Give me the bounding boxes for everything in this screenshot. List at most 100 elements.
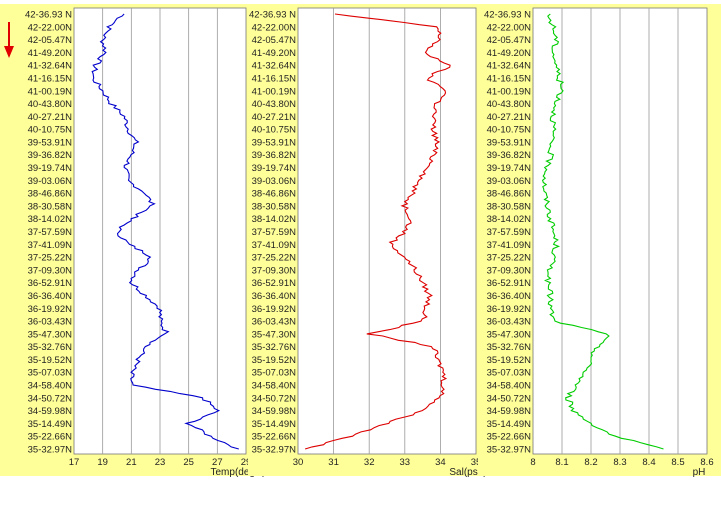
latitude-label: 37-09.30N	[28, 265, 73, 276]
latitude-label: 42-36.93 N	[25, 10, 72, 21]
latitude-label: 39-53.91N	[28, 137, 73, 148]
latitude-label: 39-03.06N	[28, 176, 73, 187]
latitude-label: 35-22.66N	[252, 432, 297, 443]
latitude-label: 35-32.76N	[252, 342, 297, 353]
latitude-label: 35-32.97N	[28, 445, 73, 456]
latitude-label: 42-36.93 N	[484, 10, 531, 21]
latitude-label: 35-19.52N	[28, 355, 73, 366]
x-tick-label: 19	[97, 457, 108, 468]
x-tick-label: 29	[241, 457, 252, 468]
latitude-label: 41-49.20N	[252, 48, 297, 59]
latitude-label: 38-46.86N	[252, 189, 297, 200]
x-axis-label: Sal(psu)	[449, 467, 486, 478]
latitude-label: 36-52.91N	[28, 278, 73, 289]
latitude-label: 40-10.75N	[487, 125, 532, 136]
latitude-label: 35-19.52N	[252, 355, 297, 366]
latitude-label: 41-32.64N	[487, 61, 532, 72]
latitude-label: 39-36.82N	[252, 150, 297, 161]
x-tick-label: 31	[328, 457, 339, 468]
latitude-label: 36-19.92N	[487, 304, 532, 315]
x-tick-label: 27	[212, 457, 223, 468]
series-line	[304, 13, 451, 450]
x-tick-label: 8	[530, 457, 535, 468]
panels: 17 19 21 23 25 27 29 42-36.93 N 42-22.00N 42-05.4…	[0, 4, 721, 478]
latitude-label: 38-46.86N	[487, 189, 532, 200]
x-tick-label: 35	[471, 457, 482, 468]
x-tick-label: 8.5	[671, 457, 684, 468]
latitude-label: 35-14.49N	[487, 419, 532, 430]
latitude-label: 35-32.97N	[487, 445, 532, 456]
latitude-label: 37-57.59N	[28, 227, 73, 238]
chart-panel-2: 30 31 32 33 34 35 42-36.93 N42-22.00N 42-05.47N…	[248, 4, 487, 478]
latitude-label: 35-19.52N	[487, 355, 532, 366]
latitude-label: 41-49.20N	[28, 48, 73, 59]
latitude-label: 37-25.22N	[28, 253, 73, 264]
series-line	[541, 13, 664, 450]
latitude-label: 36-36.40N	[487, 291, 532, 302]
direction-arrow	[4, 22, 14, 58]
latitude-label: 41-00.19N	[252, 86, 297, 97]
latitude-label: 35-32.76N	[487, 342, 532, 353]
latitude-label: 41-00.19N	[487, 86, 532, 97]
latitude-label: 42-05.47N	[487, 35, 532, 46]
latitude-label: 37-57.59N	[252, 227, 297, 238]
latitude-label: 39-53.91N	[487, 137, 532, 148]
x-tick-label: 25	[183, 457, 194, 468]
series-line	[91, 13, 239, 450]
latitude-label: 36-36.40N	[252, 291, 297, 302]
latitude-label: 41-16.15N	[28, 73, 73, 84]
latitude-label: 34-58.40N	[28, 381, 73, 392]
latitude-label: 40-27.21N	[28, 112, 73, 123]
latitude-label: 35-32.97N	[252, 445, 297, 456]
latitude-label: 36-36.40N	[28, 291, 73, 302]
latitude-label: 41-32.64N	[252, 61, 297, 72]
latitude-label: 42-22.00N	[252, 22, 297, 33]
latitude-label: 38-14.02N	[28, 214, 73, 225]
latitude-label: 34-59.98N	[487, 406, 532, 417]
latitude-label: 35-22.66N	[487, 432, 532, 443]
x-tick-label: 33	[400, 457, 411, 468]
x-tick-label: 8.4	[642, 457, 655, 468]
latitude-label: 39-53.91N	[252, 137, 297, 148]
latitude-label: 40-27.21N	[487, 112, 532, 123]
chart-panel-1: 17 19 21 23 25 27 29 42-36.93 N42-22.00N 42-05.4…	[0, 4, 266, 478]
x-tick-label: 30	[293, 457, 304, 468]
x-tick-label: 17	[69, 457, 80, 468]
latitude-label: 34-50.72N	[28, 393, 73, 404]
latitude-label: 35-07.03N	[487, 368, 532, 379]
latitude-label: 36-03.43N	[252, 317, 297, 328]
latitude-label: 38-30.58N	[487, 201, 532, 212]
latitude-label: 38-46.86N	[28, 189, 73, 200]
latitude-label: 35-47.30N	[252, 329, 297, 340]
x-tick-label: 21	[126, 457, 137, 468]
latitude-label: 35-47.30N	[487, 329, 532, 340]
latitude-label: 39-03.06N	[252, 176, 297, 187]
x-tick-label: 23	[155, 457, 166, 468]
latitude-label: 35-22.66N	[28, 432, 73, 443]
latitude-label: 39-36.82N	[28, 150, 73, 161]
latitude-label: 42-05.47N	[28, 35, 73, 46]
latitude-label: 40-43.80N	[252, 99, 297, 110]
latitude-label: 41-16.15N	[252, 73, 297, 84]
latitude-label: 36-03.43N	[28, 317, 73, 328]
latitude-label: 41-32.64N	[28, 61, 73, 72]
latitude-label: 34-50.72N	[252, 393, 297, 404]
latitude-label: 39-03.06N	[487, 176, 532, 187]
latitude-label: 41-00.19N	[28, 86, 73, 97]
latitude-label: 37-09.30N	[487, 265, 532, 276]
latitude-label: 38-30.58N	[28, 201, 73, 212]
latitude-label: 40-10.75N	[28, 125, 73, 136]
latitude-label: 34-59.98N	[28, 406, 73, 417]
latitude-label: 36-19.92N	[252, 304, 297, 315]
x-tick-label: 8.3	[613, 457, 626, 468]
latitude-label: 40-10.75N	[252, 125, 297, 136]
latitude-label: 37-41.09N	[28, 240, 73, 251]
x-axis-label: Temp(degC)	[210, 467, 265, 478]
latitude-label: 34-58.40N	[252, 381, 297, 392]
latitude-label: 40-43.80N	[28, 99, 73, 110]
latitude-label: 35-47.30N	[28, 329, 73, 340]
x-axis-label: pH	[693, 467, 706, 478]
latitude-label: 39-19.74N	[28, 163, 73, 174]
latitude-label: 37-09.30N	[252, 265, 297, 276]
